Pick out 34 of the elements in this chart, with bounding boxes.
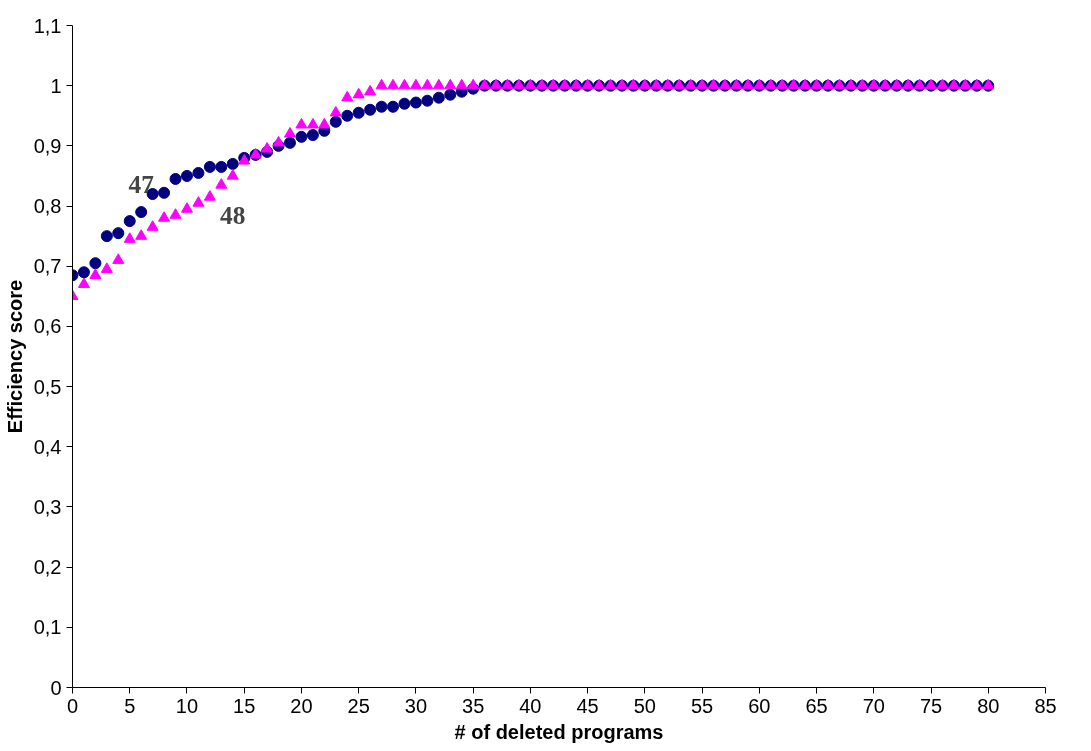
y-tick-label: 1: [50, 74, 62, 97]
x-tick-label: 0: [66, 694, 79, 717]
x-tick-label: 15: [233, 694, 256, 717]
y-tick-label: 0,3: [33, 495, 62, 518]
x-tick-label: 65: [805, 694, 828, 717]
series-label: 47: [128, 169, 155, 198]
x-tick-label: 20: [290, 694, 313, 717]
y-tick-label: 0,2: [33, 556, 62, 579]
x-tick-label: 5: [124, 694, 136, 717]
x-tick-label: 85: [1034, 694, 1057, 717]
y-tick-label: 0: [50, 676, 62, 699]
x-tick-label: 80: [977, 694, 1000, 717]
x-axis-title: # of deleted programs: [454, 720, 664, 743]
x-tick-label: 75: [919, 694, 943, 717]
x-tick-label: 50: [633, 694, 656, 717]
x-tick-label: 35: [462, 694, 485, 717]
x-tick-label: 45: [576, 694, 599, 717]
x-tick-label: 30: [404, 694, 428, 717]
x-tick-label: 60: [748, 694, 771, 717]
y-axis-title: Efficiency score: [3, 279, 26, 434]
x-tick-label: 55: [690, 694, 714, 717]
x-tick-label: 40: [519, 694, 542, 717]
y-tick-label: 0,7: [33, 255, 62, 278]
y-tick-label: 0,6: [33, 315, 62, 338]
x-tick-label: 25: [347, 694, 370, 717]
y-tick-label: 0,8: [33, 195, 62, 218]
y-tick-label: 1,1: [33, 14, 62, 37]
y-tick-label: 0,9: [33, 134, 62, 157]
x-tick-label: 70: [862, 694, 885, 717]
series-label: 48: [220, 201, 246, 230]
x-tick-label: 10: [175, 694, 199, 717]
y-tick-label: 0,4: [33, 435, 62, 458]
y-tick-label: 0,5: [33, 375, 62, 398]
y-tick-label: 0,1: [33, 616, 62, 639]
